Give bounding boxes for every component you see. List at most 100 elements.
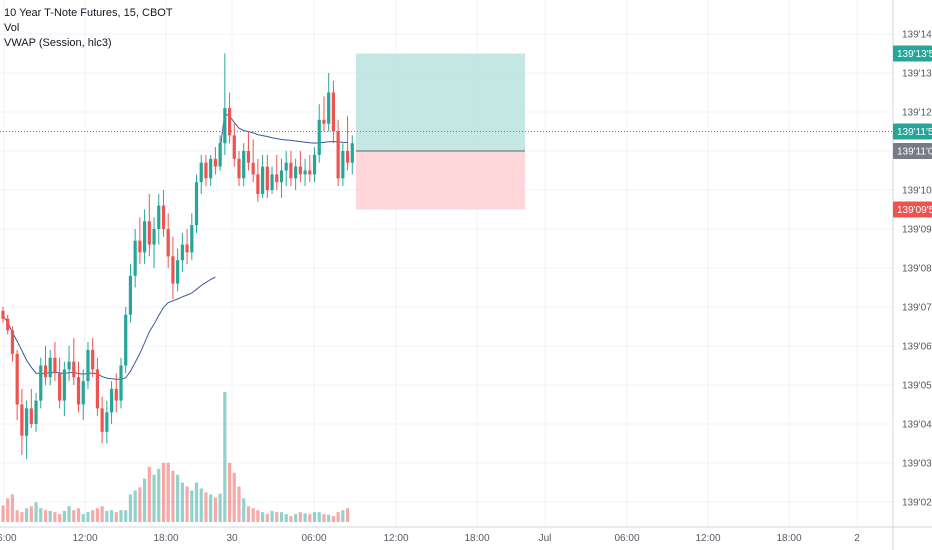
volume-bar	[166, 462, 170, 522]
candle-body	[331, 92, 335, 132]
x-tick-label: 12:00	[72, 533, 97, 544]
volume-bar	[265, 514, 269, 522]
price-tag-label: 139'09'5	[897, 205, 932, 216]
candle-body	[171, 256, 175, 284]
candle-body	[246, 151, 251, 163]
candle-body	[157, 205, 161, 229]
volume-bar	[275, 512, 279, 522]
candle-body	[298, 166, 302, 175]
volume-bar	[10, 494, 15, 522]
candle-body	[143, 221, 147, 253]
volume-bar	[109, 510, 114, 522]
candle-body	[237, 158, 241, 179]
volume-bar	[180, 482, 184, 522]
candle-body	[109, 388, 114, 413]
volume-bar	[317, 512, 321, 522]
candle-body	[327, 92, 331, 124]
candle-body	[279, 170, 284, 183]
candle-body	[6, 318, 10, 331]
candle-body	[86, 349, 90, 382]
candle-body	[345, 151, 350, 163]
x-tick-label: 18:00	[464, 533, 489, 544]
volume-bar	[294, 514, 298, 522]
time-axis[interactable]: 06:00 12:00 18:00 30 06:00 12:00 18:00 Jul 06:00…	[0, 526, 932, 544]
volume-bar	[25, 508, 29, 522]
y-tick-label: 139'13'0	[902, 69, 932, 80]
x-tick-label: Jul	[539, 533, 552, 544]
y-tick-label: 139'02'0	[902, 498, 932, 509]
volume-bar	[43, 510, 48, 522]
volume-bar	[190, 490, 194, 522]
candle-body	[227, 108, 232, 136]
volume-bar	[232, 472, 236, 522]
y-tick-label: 139'09'0	[902, 225, 932, 236]
volume-bar	[105, 510, 109, 522]
x-tick-label: 12:00	[695, 533, 720, 544]
price-tag-label: 139'11'0	[897, 147, 932, 158]
volume-bar	[95, 508, 99, 522]
volume-bar	[279, 512, 284, 522]
candle-body	[166, 229, 170, 257]
volume-bar	[298, 512, 302, 522]
candle-body	[20, 404, 24, 436]
candle-body	[265, 166, 269, 190]
volume-bar	[251, 508, 255, 522]
volume-bar	[81, 514, 85, 522]
candle-body	[270, 174, 274, 190]
volume-bar	[147, 466, 151, 522]
volume-bar	[128, 494, 133, 522]
candle-body	[275, 174, 279, 183]
price-tag-stop	[893, 201, 932, 218]
vwap-line	[2, 112, 348, 380]
y-tick-label: 139'12'0	[902, 108, 932, 119]
candle-body	[180, 244, 184, 261]
candle-body	[223, 108, 227, 144]
candle-body	[124, 314, 128, 366]
price-axis[interactable]: 139'14'0 139'13'0 139'12'0 139'11'0 139'10'0…	[892, 0, 932, 550]
volume-bar	[176, 474, 180, 522]
candle-body	[322, 119, 326, 124]
vwap-indicator-label[interactable]: VWAP (Session, hlc3)	[4, 37, 112, 49]
volume-bar	[91, 510, 95, 522]
volume-bar	[218, 493, 222, 522]
candle-body	[289, 162, 293, 179]
volume-bar	[124, 510, 128, 522]
candle-body	[138, 240, 142, 253]
candle-body	[152, 229, 156, 245]
candle-body	[100, 408, 104, 432]
volume-bar	[143, 478, 147, 522]
candle-body	[176, 260, 180, 284]
volume-bar	[62, 510, 66, 522]
x-tick-label: 18:00	[776, 533, 801, 544]
volume-bar	[86, 512, 90, 522]
volume-bar	[270, 510, 274, 522]
symbol-title[interactable]: 10 Year T-Note Futures, 15, CBOT	[4, 7, 173, 19]
volume-bar	[39, 508, 43, 522]
volume-bar	[223, 392, 227, 522]
volume-bar	[1, 505, 5, 522]
price-tags: 139'13'5 139'11'5 139'11'0 139'09'5	[893, 45, 932, 218]
volume-bar	[29, 506, 33, 522]
candle-body	[194, 182, 199, 226]
x-tick-label: 12:00	[383, 533, 408, 544]
candle-body	[105, 412, 109, 432]
candle-body	[308, 170, 312, 175]
position-zones[interactable]	[356, 53, 525, 210]
candle-body	[1, 310, 5, 319]
volume-bar	[227, 462, 232, 522]
volume-bar	[327, 514, 331, 522]
volume-bar	[331, 516, 335, 522]
volume-indicator-label[interactable]: Vol	[4, 22, 20, 34]
volume-bar	[246, 506, 251, 522]
candle-body	[62, 369, 66, 401]
candle-body	[303, 170, 307, 175]
volume-bar	[322, 514, 326, 522]
y-tick-label: 139'06'0	[902, 342, 932, 353]
candle-body	[58, 373, 62, 401]
x-tick-label: 18:00	[153, 533, 178, 544]
candle-body	[95, 369, 99, 409]
volume-bar	[76, 508, 81, 522]
candle-body	[312, 154, 317, 175]
candle-body	[91, 349, 95, 370]
